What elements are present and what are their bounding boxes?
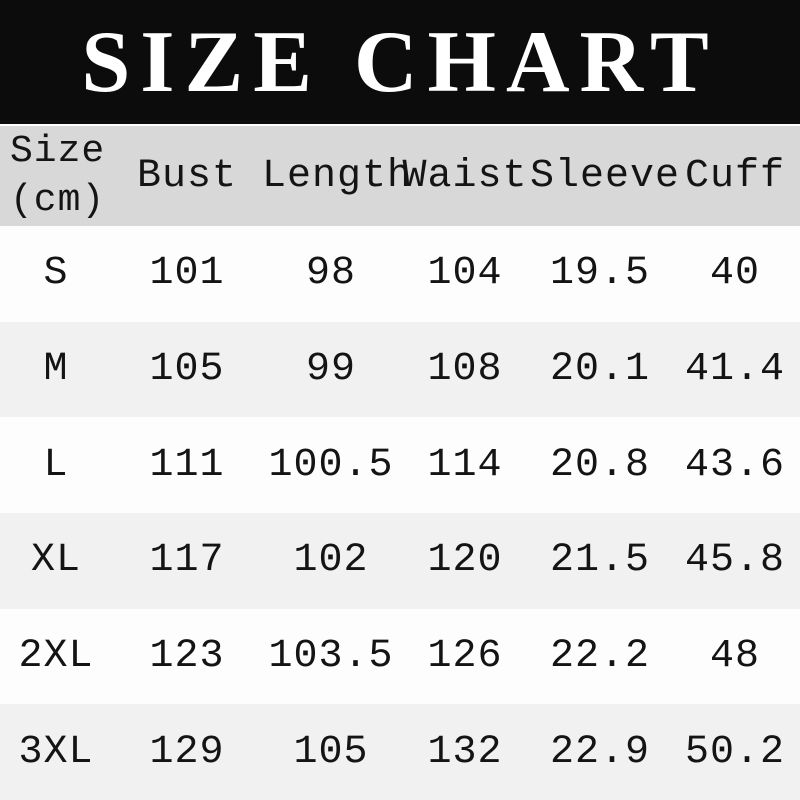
- cell-size: M: [43, 346, 69, 392]
- cell-waist: 126: [427, 633, 503, 679]
- cell-bust: 123: [149, 633, 225, 679]
- header-cuff: Cuff: [684, 153, 785, 199]
- cell-cuff: 45.8: [684, 538, 785, 584]
- cell-waist: 104: [427, 251, 503, 297]
- cell-length: 98: [305, 251, 356, 297]
- cell-waist: 108: [427, 346, 503, 392]
- header-row: Size (cm) Bust Length Waist Sleeve Cuff: [0, 126, 800, 226]
- cell-sleeve: 22.9: [549, 729, 650, 775]
- title-banner: SIZE CHART: [0, 0, 800, 126]
- cell-sleeve: 19.5: [549, 251, 650, 297]
- page-title: SIZE CHART: [81, 13, 719, 111]
- cell-length: 103.5: [268, 633, 394, 679]
- table-row-3xl: 3XL 129 105 132 22.9 50.2: [0, 704, 800, 800]
- cell-sleeve: 22.2: [549, 633, 650, 679]
- cell-cuff: 48: [709, 633, 760, 679]
- table-row-l: L 111 100.5 114 20.8 43.6: [0, 417, 800, 513]
- cell-bust: 117: [149, 538, 225, 584]
- header-bust: Bust: [136, 153, 237, 199]
- cell-waist: 132: [427, 729, 503, 775]
- cell-waist: 114: [427, 442, 503, 488]
- cell-length: 105: [293, 729, 369, 775]
- cell-sleeve: 20.1: [549, 346, 650, 392]
- header-size-cm: Size (cm): [0, 126, 112, 226]
- cell-size: XL: [30, 538, 81, 584]
- cell-length: 100.5: [268, 442, 394, 488]
- table-row-s: S 101 98 104 19.5 40: [0, 226, 800, 322]
- table-row-2xl: 2XL 123 103.5 126 22.2 48: [0, 608, 800, 705]
- header-size-line1: Size: [10, 129, 106, 173]
- cell-bust: 129: [149, 729, 225, 775]
- size-chart-table: Size (cm) Bust Length Waist Sleeve Cuff …: [0, 126, 800, 800]
- cell-waist: 120: [427, 538, 503, 584]
- header-length: Length: [262, 153, 413, 199]
- header-sleeve: Sleeve: [530, 153, 681, 199]
- cell-bust: 111: [149, 442, 225, 488]
- cell-bust: 101: [149, 251, 225, 297]
- header-waist: Waist: [402, 153, 528, 199]
- cell-cuff: 40: [709, 251, 760, 297]
- cell-sleeve: 20.8: [549, 442, 650, 488]
- cell-size: 3XL: [18, 729, 94, 775]
- cell-size: L: [43, 442, 69, 488]
- table-row-xl: XL 117 102 120 21.5 45.8: [0, 512, 800, 609]
- cell-cuff: 43.6: [684, 442, 785, 488]
- cell-size: S: [43, 251, 69, 297]
- cell-sleeve: 21.5: [549, 538, 650, 584]
- cell-cuff: 50.2: [684, 729, 785, 775]
- cell-length: 102: [293, 538, 369, 584]
- cell-cuff: 41.4: [684, 346, 785, 392]
- cell-bust: 105: [149, 346, 225, 392]
- cell-length: 99: [305, 346, 356, 392]
- table-row-m: M 105 99 108 20.1 41.4: [0, 321, 800, 418]
- header-size-line2: (cm): [10, 179, 106, 222]
- cell-size: 2XL: [18, 633, 94, 679]
